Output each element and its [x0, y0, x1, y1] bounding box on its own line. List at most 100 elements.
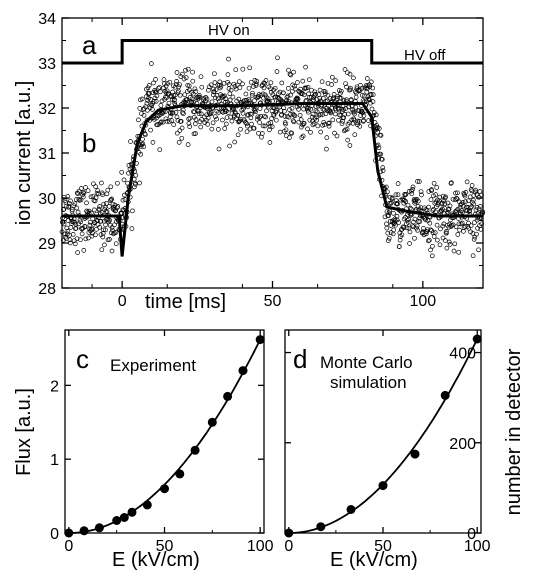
top-scatter-point: [380, 168, 386, 173]
top-scatter-point: [172, 100, 178, 106]
top-scatter-point: [237, 85, 243, 91]
top-scatter-point: [442, 201, 448, 207]
top-scatter-point: [355, 87, 361, 93]
top-scatter-point: [97, 204, 103, 209]
top-scatter-point: [385, 230, 391, 236]
top-scatter-point: [92, 198, 98, 204]
top-scatter-point: [225, 72, 231, 77]
top-scatter-point: [289, 130, 295, 136]
panel-c-data-point: [175, 469, 185, 479]
top-scatter-point: [240, 81, 245, 87]
top-scatter-point: [265, 96, 271, 102]
top-scatter-point: [277, 129, 283, 135]
top-scatter-point: [440, 223, 446, 229]
top-scatter-point: [453, 190, 458, 196]
top-scatter-point: [425, 227, 430, 233]
panel-d-data-point: [316, 522, 326, 532]
top-scatter-point: [301, 92, 307, 98]
top-scatter-point: [149, 61, 154, 66]
top-scatter-point: [457, 227, 462, 233]
top-scatter-point: [406, 217, 411, 222]
top-scatter-point: [136, 117, 141, 123]
top-scatter-point: [368, 79, 374, 85]
top-scatter-point: [93, 184, 98, 189]
top-scatter-point: [196, 111, 202, 116]
top-scatter-point: [86, 235, 91, 241]
top-scatter-point: [352, 132, 358, 138]
top-scatter-point: [269, 124, 275, 129]
top-scatter-point: [137, 180, 142, 186]
top-scatter-point: [157, 147, 163, 153]
top-scatter-point: [383, 184, 389, 190]
top-scatter-point: [429, 253, 435, 259]
top-scatter-point: [460, 203, 466, 209]
top-y-tick-label: 34: [38, 11, 56, 28]
top-scatter-point: [461, 229, 466, 234]
top-scatter-point: [240, 110, 246, 116]
top-scatter-point: [423, 217, 428, 223]
top-scatter-point: [306, 91, 311, 97]
top-scatter-point: [402, 198, 407, 203]
top-scatter-point: [369, 106, 375, 112]
panel-d-title-line-2: simulation: [330, 373, 407, 392]
top-scatter-point: [109, 225, 115, 230]
top-scatter-point: [399, 232, 405, 238]
top-scatter-point: [177, 92, 183, 98]
top-scatter-point: [347, 71, 353, 77]
top-y-tick-label: 31: [38, 146, 56, 163]
top-scatter-point: [343, 81, 348, 87]
top-ticks: 0 50 100 28 29 30 31 32 33 34: [38, 11, 483, 310]
top-scatter-point: [426, 204, 432, 210]
top-scatter-point: [150, 140, 156, 145]
top-scatter-point: [262, 81, 268, 86]
top-scatter-point: [113, 241, 119, 247]
top-scatter-point: [164, 119, 170, 124]
top-scatter-point: [139, 96, 145, 102]
top-scatter-point: [82, 224, 88, 229]
panel-c-data-point: [119, 513, 129, 522]
top-scatter-point: [253, 109, 258, 115]
top-scatter-point: [157, 89, 163, 95]
hv-off-annotation: HV off: [404, 47, 446, 64]
top-scatter-point: [326, 121, 331, 126]
top-scatter-point: [397, 237, 403, 243]
top-scatter-point: [145, 107, 150, 113]
top-scatter-point: [257, 120, 262, 125]
top-scatter-point: [97, 224, 103, 230]
top-scatter-point: [437, 194, 443, 200]
panel-c-title: Experiment: [110, 356, 196, 375]
panel-d-x-tick-label: 50: [374, 538, 392, 555]
top-scatter-point: [287, 135, 292, 140]
top-scatter-point: [300, 133, 306, 139]
top-scatter-point: [244, 121, 250, 126]
top-scatter-point: [287, 107, 292, 112]
top-scatter-point: [314, 96, 319, 102]
top-scatter-point: [444, 230, 449, 236]
top-scatter-point: [414, 225, 419, 231]
top-scatter-point: [290, 88, 295, 94]
top-scatter-point: [87, 219, 93, 225]
top-scatter-point: [332, 130, 337, 136]
top-scatter-point: [322, 91, 328, 97]
top-scatter-point: [418, 189, 424, 195]
top-scatter-point: [329, 105, 335, 111]
panel-letter-c: c: [76, 344, 89, 374]
top-scatter-point: [299, 135, 305, 140]
top-scatter-point: [431, 180, 437, 186]
top-scatter-point: [213, 87, 219, 92]
top-scatter-point: [227, 143, 232, 149]
top-scatter-point: [478, 227, 484, 232]
top-scatter-point: [218, 83, 224, 89]
top-scatter-point: [421, 226, 426, 231]
top-panel: 0 50 100 28 29 30 31 32 33 34 a b HV on HV off ti…: [13, 11, 485, 313]
panel-c-y-tick-label: 1: [50, 452, 59, 469]
top-scatter-point: [396, 244, 402, 249]
top-scatter-point: [158, 103, 164, 108]
top-scatter-point: [476, 247, 481, 253]
top-scatter-point: [297, 112, 303, 118]
top-scatter-point: [347, 143, 353, 148]
top-scatter-point: [393, 222, 398, 228]
top-scatter-point: [361, 113, 367, 118]
top-scatter-point: [268, 80, 274, 86]
top-scatter-point: [283, 127, 289, 133]
